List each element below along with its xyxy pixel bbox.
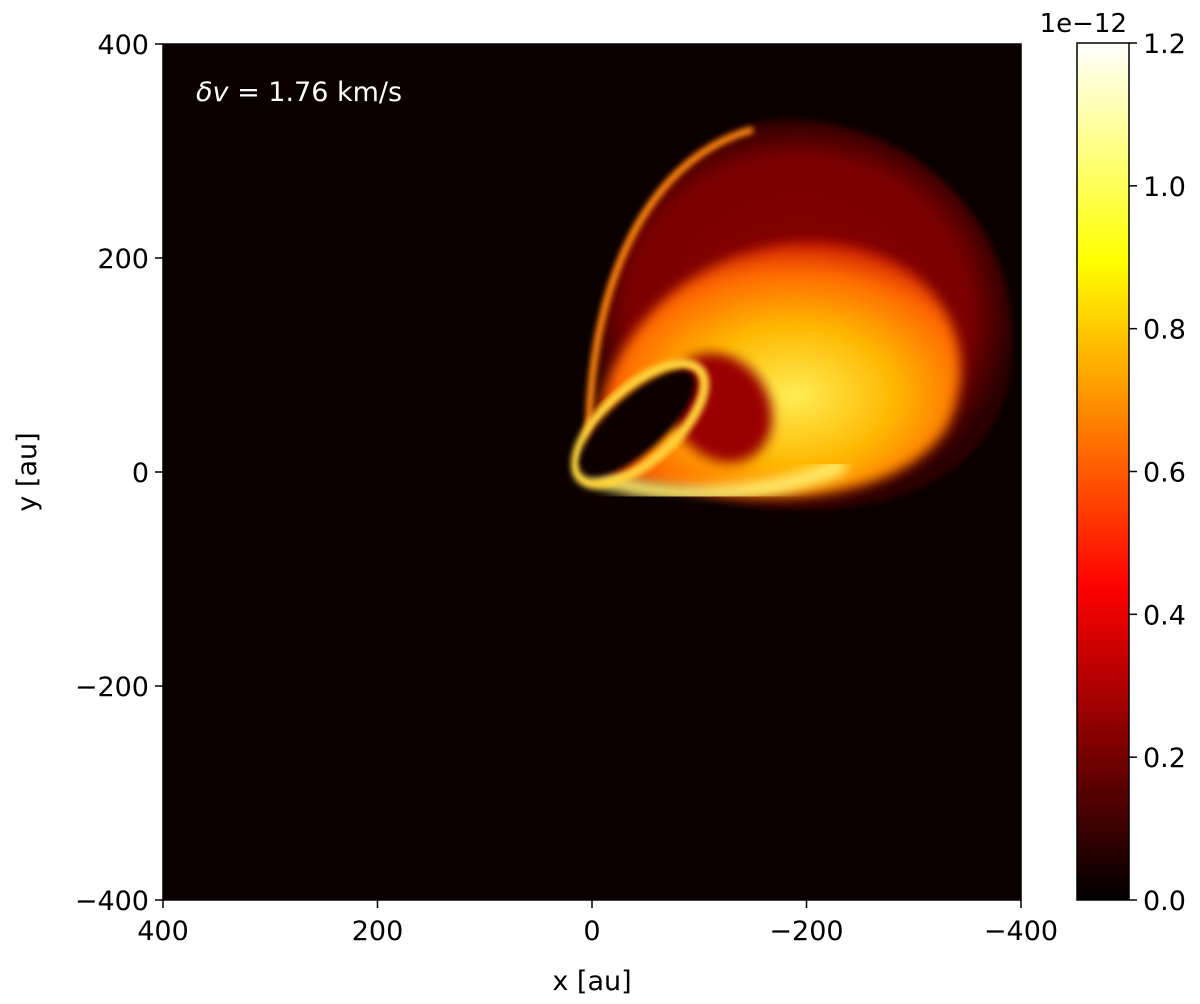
colorbar-tick-label: 0.0	[1143, 886, 1186, 917]
y-tick-label: −200	[75, 672, 149, 703]
colorbar	[1076, 42, 1130, 901]
central-cavity	[578, 370, 696, 478]
colorbar-tick-label: 1.2	[1143, 29, 1186, 60]
x-tick-label: 0	[583, 916, 600, 947]
y-axis-label: y [au]	[12, 432, 43, 511]
colorbar-tick-label: 0.6	[1143, 458, 1186, 489]
y-tick-label: −400	[75, 886, 149, 917]
colorbar-tick-label: 0.4	[1143, 600, 1186, 631]
x-tick-label: −200	[769, 916, 843, 947]
x-axis-label: x [au]	[552, 966, 631, 997]
cavity-rim	[571, 359, 710, 489]
x-tick-label: −400	[984, 916, 1058, 947]
velocity-annotation: δv = 1.76 km/s	[196, 77, 402, 108]
x-tick-label: 400	[137, 916, 189, 947]
y-tick-label: 400	[97, 30, 149, 61]
colorbar-ticks: 0.0 0.2 0.4 0.6 0.8 1.0 1.2	[1129, 29, 1186, 917]
x-tick-label: 200	[352, 916, 404, 947]
colorbar-tick-label: 0.2	[1143, 743, 1186, 774]
outer-arc	[585, 126, 754, 473]
colorbar-tick-label: 1.0	[1143, 172, 1186, 203]
x-axis-ticks: 400 200 0 −200 −400	[137, 900, 1058, 947]
emission-structure	[571, 118, 1013, 511]
colorbar-offset-text: 1e−12	[1040, 9, 1127, 39]
y-axis-ticks: 400 200 0 −200 −400	[75, 30, 163, 917]
y-tick-label: 200	[97, 244, 149, 275]
heatmap-image	[163, 44, 1021, 900]
inner-lobe	[669, 352, 773, 463]
colorbar-tick-label: 0.8	[1143, 315, 1186, 346]
y-tick-label: 0	[132, 458, 149, 489]
